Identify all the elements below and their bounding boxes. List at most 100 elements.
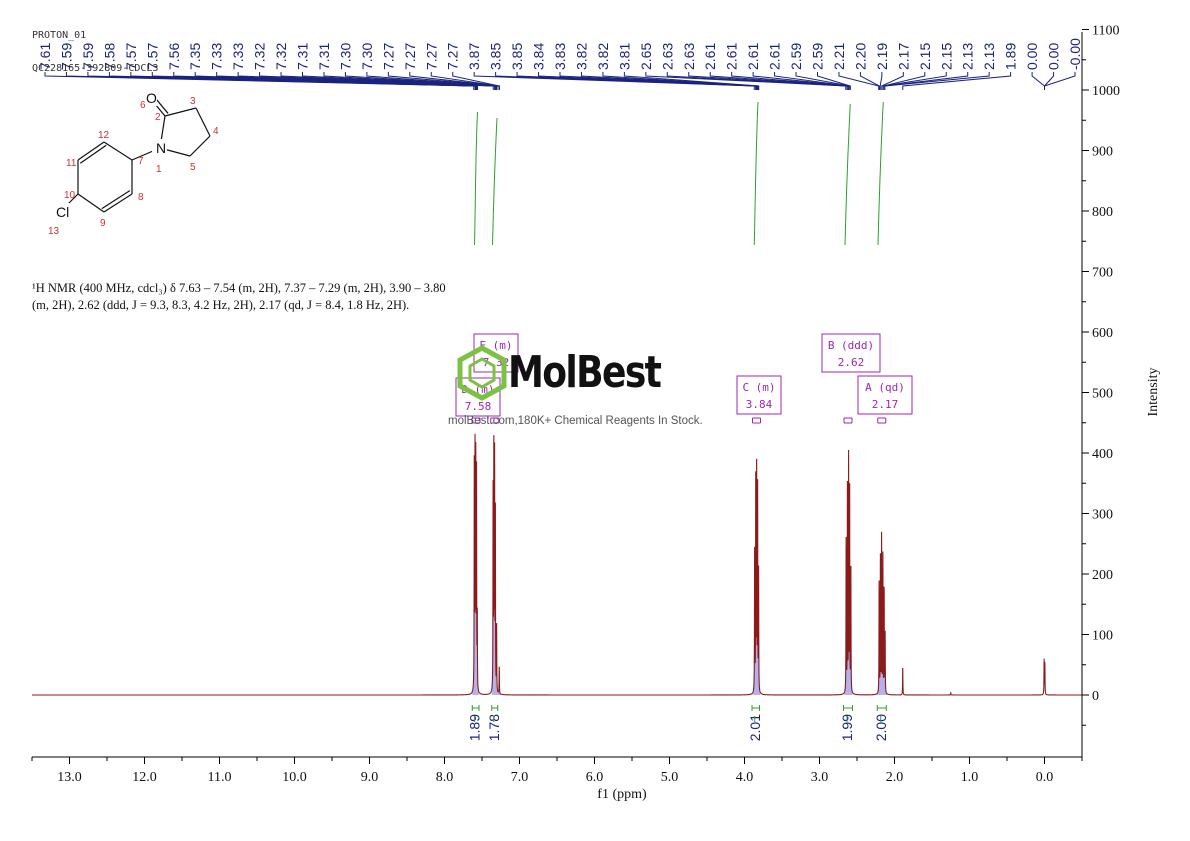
peak-label: 2.15 — [917, 43, 933, 70]
atom-bg — [142, 89, 157, 106]
peak-label-line — [838, 72, 880, 90]
molbest-watermark: MolBest molBest.com,180K+ Chemical Reage… — [448, 345, 756, 435]
peak-label-line — [452, 72, 500, 90]
peak-label-line — [559, 72, 758, 90]
double-bond — [101, 190, 131, 210]
peak-label: 2.61 — [745, 43, 761, 70]
bond — [77, 141, 105, 161]
atom-number: 7 — [138, 156, 144, 167]
hexagon-logo-icon — [457, 345, 507, 401]
atom-number: 13 — [48, 226, 60, 237]
peak-label: 2.61 — [767, 43, 783, 70]
peak-label: 7.35 — [187, 43, 203, 70]
x-axis-title: f1 (ppm) — [597, 787, 647, 802]
atom-symbol: O — [146, 90, 157, 106]
peak-label-line — [516, 72, 757, 90]
multiplet-type: B (ddd) — [828, 339, 874, 352]
peak-label: 2.17 — [895, 43, 911, 70]
peak-label-line — [882, 72, 947, 90]
peak-label-line — [602, 72, 759, 90]
bond — [103, 141, 133, 161]
peak-label: 7.57 — [144, 43, 160, 70]
peak-label: 7.33 — [230, 43, 246, 70]
x-tick-label: 13.0 — [57, 770, 82, 785]
x-tick-label: 1.0 — [961, 770, 979, 785]
peak-label-group: 7.61 7.59 7.59 7.58 7.57 7.57 7.56 7.35 7.33 7.33… — [37, 38, 1083, 90]
y-tick-label: 500 — [1092, 387, 1113, 402]
brand-tagline: molBest.com,180K+ Chemical Reagents In S… — [448, 415, 703, 427]
peak-label-line — [817, 72, 851, 90]
peak-label-line — [173, 72, 478, 90]
peak-label: 7.57 — [123, 43, 139, 70]
peak-label: -0.00 — [1067, 38, 1083, 70]
integral-value: 2.01 — [747, 714, 763, 741]
atom-number: 1 — [156, 164, 162, 175]
peak-label-line — [688, 72, 848, 90]
multiplet-box — [821, 333, 881, 373]
integral-value: 2.00 — [873, 714, 889, 741]
bond — [103, 193, 133, 213]
y-tick-label: 400 — [1092, 447, 1113, 462]
peak-label-line — [1031, 72, 1045, 90]
atom-symbol: N — [156, 140, 166, 156]
y-tick-label: 800 — [1092, 205, 1113, 220]
x-tick-label: 12.0 — [132, 770, 157, 785]
integral-region-group: 1.89 1.78 2.01 1.99 2.00 — [467, 705, 889, 741]
x-tick-label: 4.0 — [736, 770, 754, 785]
y-tick-label: 900 — [1092, 145, 1113, 160]
peak-label-line — [645, 72, 847, 90]
integral-value: 1.78 — [486, 714, 502, 741]
x-tick-label: 2.0 — [886, 770, 904, 785]
peak-label: 2.13 — [981, 43, 997, 70]
y-tick-label: 600 — [1092, 326, 1113, 341]
multiplet-type: C (m) — [742, 381, 775, 394]
multiplet-box — [857, 375, 913, 415]
nmr-description: ¹H NMR (400 MHz, cdcl₃) δ 7.63 – 7.54 (m… — [32, 281, 446, 312]
peak-label: 7.31 — [316, 43, 332, 70]
peak-label: 2.59 — [788, 43, 804, 70]
brand-name: MolBest — [508, 347, 662, 398]
multiplet-shift: 2.62 — [838, 356, 865, 369]
peak-label: 3.87 — [466, 43, 482, 70]
peak-label-line — [882, 72, 926, 90]
x-tick-label: 0.0 — [1036, 770, 1054, 785]
peak-label-line — [709, 72, 850, 90]
integral-curve — [492, 117, 498, 246]
peak-label-line — [366, 72, 498, 90]
integral-curve — [474, 111, 478, 246]
bond — [189, 135, 211, 157]
sample-id: QC228165-392809-CDCL3 — [32, 63, 159, 74]
peak-label-line — [1044, 72, 1055, 90]
peak-label: 2.20 — [852, 43, 868, 70]
peak-label: 3.83 — [552, 43, 568, 70]
peak-label: 7.30 — [337, 43, 353, 70]
peak-label: 7.58 — [101, 43, 117, 70]
bond — [77, 193, 105, 213]
bond — [164, 107, 197, 117]
atom-bg — [52, 203, 76, 220]
peak-label: 2.61 — [724, 43, 740, 70]
multiplet-shift: 3.84 — [746, 398, 773, 411]
multiplet-shift: 7.58 — [465, 400, 492, 413]
atom-number: 2 — [155, 112, 161, 123]
x-tick-label: 7.0 — [511, 770, 529, 785]
y-tick-label: 1100 — [1092, 24, 1119, 39]
peak-label: 3.84 — [531, 43, 547, 70]
peak-label: 2.13 — [960, 43, 976, 70]
peak-label: 2.61 — [702, 43, 718, 70]
double-bond — [79, 144, 107, 164]
y-tick-label: 100 — [1092, 629, 1113, 644]
peak-label: 7.27 — [423, 43, 439, 70]
peak-label: 2.15 — [938, 43, 954, 70]
x-tick-label: 8.0 — [436, 770, 454, 785]
peak-label: 7.56 — [166, 43, 182, 70]
y-axis-title: Intensity — [1146, 368, 1161, 417]
peak-label: 7.59 — [80, 43, 96, 70]
peak-label-line — [902, 72, 1012, 90]
peak-label-line — [280, 72, 496, 90]
peak-label: 7.27 — [402, 43, 418, 70]
integral-curve-group — [474, 101, 884, 246]
atom-number: 8 — [138, 192, 144, 203]
atom-number: 10 — [64, 190, 76, 201]
atom-number: 11 — [66, 158, 77, 169]
